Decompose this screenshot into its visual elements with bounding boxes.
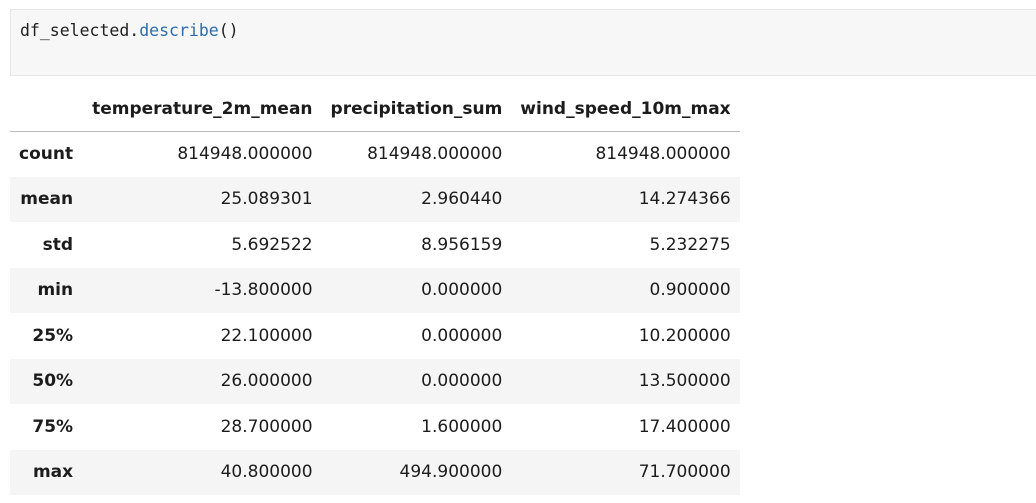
row-label: min (37, 280, 74, 301)
code-cell[interactable]: df_selected.describe() (10, 9, 1036, 76)
describe-output-table: temperature_2m_mean precipitation_sum wi… (10, 87, 740, 495)
code-method: describe (139, 21, 219, 40)
table-cell: 40.800000 (220, 462, 313, 483)
table-cell: 814948.000000 (595, 144, 731, 164)
table-cell: 494.900000 (399, 462, 503, 483)
row-label: 75% (32, 416, 74, 437)
table-cell: 0.000000 (421, 280, 503, 301)
table-row: std 5.692522 8.956159 5.232275 (10, 222, 740, 268)
table-cell: 0.900000 (649, 280, 731, 301)
table-cell: 22.100000 (220, 325, 313, 346)
table-cell: 10.200000 (638, 325, 731, 346)
table-cell: 2.960440 (421, 189, 503, 210)
table-cell: 17.400000 (638, 416, 731, 437)
table-header-row: temperature_2m_mean precipitation_sum wi… (10, 87, 740, 132)
code-dot: . (129, 21, 140, 40)
column-header: precipitation_sum (321, 87, 512, 132)
index-header (10, 87, 84, 132)
table-row: 50% 26.000000 0.000000 13.500000 (10, 358, 740, 404)
row-label: mean (20, 189, 74, 210)
column-header: temperature_2m_mean (83, 87, 322, 132)
table-row: count 814948.000000 814948.000000 814948… (10, 131, 740, 177)
code-line: df_selected.describe() (20, 21, 239, 40)
table-cell: 5.232275 (649, 234, 731, 255)
table-cell: 71.700000 (638, 462, 731, 483)
table-row: 25% 22.100000 0.000000 10.200000 (10, 313, 740, 359)
row-label: 50% (32, 371, 74, 392)
row-label: 25% (32, 325, 74, 346)
table-cell: 13.500000 (638, 371, 731, 392)
table-cell: 14.274366 (638, 189, 731, 210)
table-row: min -13.800000 0.000000 0.900000 (10, 267, 740, 313)
row-label: max (32, 462, 74, 483)
table-cell: 814948.000000 (177, 144, 313, 164)
table-row: 75% 28.700000 1.600000 17.400000 (10, 404, 740, 450)
table-cell: 0.000000 (421, 325, 503, 346)
table-cell: 0.000000 (421, 371, 503, 392)
table-cell: 25.089301 (220, 189, 313, 210)
table-row: max 40.800000 494.900000 71.700000 (10, 449, 740, 495)
table-row: mean 25.089301 2.960440 14.274366 (10, 176, 740, 222)
table-cell: 8.956159 (421, 234, 503, 255)
code-variable: df_selected (20, 21, 130, 40)
row-label: std (42, 234, 74, 255)
column-header: wind_speed_10m_max (511, 87, 740, 132)
table-cell: 814948.000000 (367, 144, 503, 164)
table-cell: 28.700000 (220, 416, 313, 437)
table-cell: 26.000000 (220, 371, 313, 392)
table-cell: 1.600000 (421, 416, 503, 437)
table-cell: 5.692522 (231, 234, 313, 255)
code-parens: () (218, 21, 239, 40)
row-label: count (19, 144, 74, 164)
table-cell: -13.800000 (214, 280, 313, 301)
